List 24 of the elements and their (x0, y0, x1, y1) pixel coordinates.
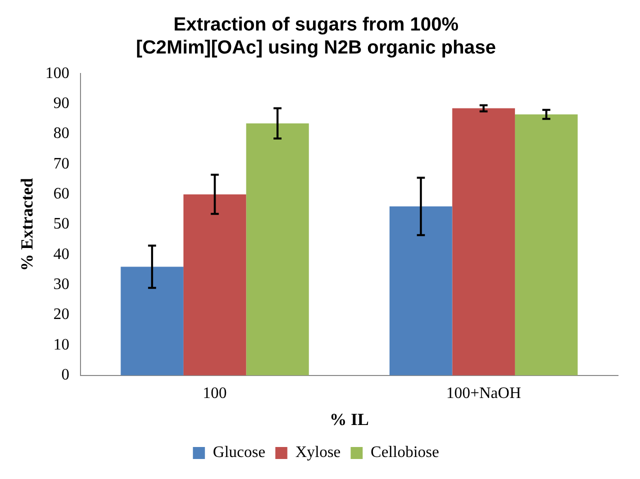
y-tick-label: 50 (53, 216, 70, 233)
y-tick-label: 40 (53, 246, 70, 263)
y-tick-label: 0 (61, 366, 70, 384)
y-tick-label: 10 (53, 336, 70, 354)
y-tick-label: 60 (53, 186, 70, 203)
bar (452, 108, 515, 376)
bar (514, 114, 578, 376)
legend-label: Xylose (295, 444, 341, 462)
y-tick-label: 100 (45, 64, 70, 82)
y-tick-label: 70 (53, 155, 70, 172)
y-tick-label: 20 (53, 306, 70, 324)
y-tick-label: 30 (53, 276, 70, 294)
x-tick-label: 100+NaOH (446, 385, 522, 402)
bar (120, 266, 184, 376)
bar (246, 123, 309, 376)
x-axis-title: % IL (330, 410, 369, 430)
legend-label: Glucose (212, 444, 266, 462)
legend-label: Cellobiose (370, 444, 440, 462)
chart-title: Extraction of sugars from 100% [C2Mim][OAc] using N2B organic phase (136, 14, 496, 58)
bar (183, 194, 246, 376)
y-tick-label: 90 (53, 94, 70, 112)
bar (390, 206, 452, 376)
y-axis-title: % Extracted (18, 177, 37, 272)
y-tick-label: 80 (53, 125, 70, 142)
